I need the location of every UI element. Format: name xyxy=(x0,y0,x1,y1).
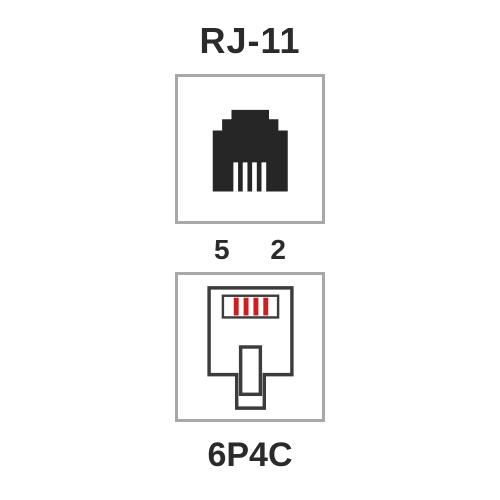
connector-title: RJ-11 xyxy=(199,20,300,62)
connector-spec-label: 6P4C xyxy=(207,436,292,475)
rj11-silhouette-icon xyxy=(194,93,307,206)
diagram-page: RJ-11 5 2 6P4C xyxy=(0,0,500,500)
outline-frame xyxy=(175,272,325,422)
pin-number-labels: 5 2 xyxy=(214,234,286,266)
silhouette-frame xyxy=(175,74,325,224)
pin-label-left: 5 xyxy=(214,234,230,266)
rj11-outline-icon xyxy=(189,278,312,416)
pin-label-right: 2 xyxy=(270,234,286,266)
